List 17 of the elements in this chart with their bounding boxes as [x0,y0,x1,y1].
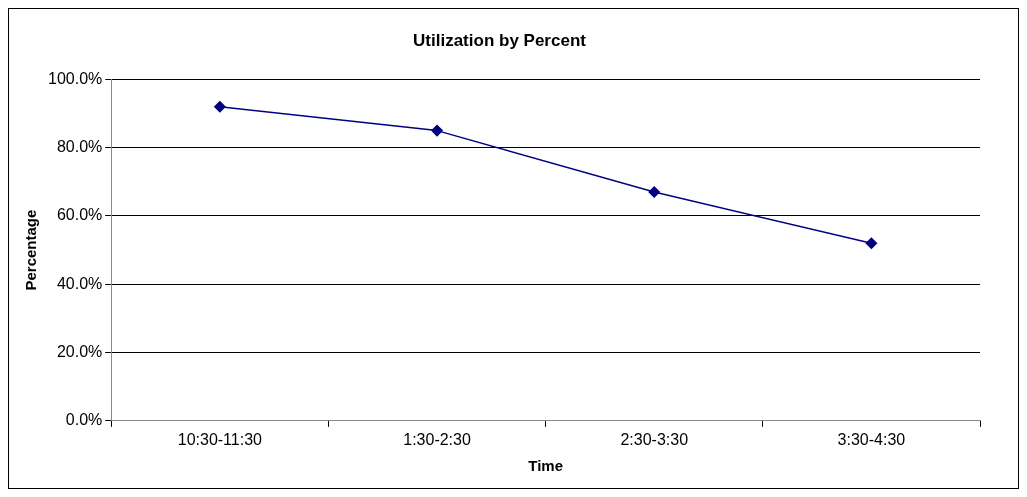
y-tick-label: 20.0% [56,342,103,360]
x-axis-title: Time [528,457,564,475]
y-tick-label: 80.0% [56,138,103,156]
y-axis-title: Percentage [22,209,40,291]
point [214,100,226,113]
point [648,186,660,198]
point [431,124,443,137]
x-tick-label: 10:30-11:30 [177,430,263,448]
x-tick-label: 2:30-3:30 [620,430,689,448]
point [865,237,878,250]
chart-title: Utilization by Percent [413,30,587,50]
y-tick-label: 100.0% [48,69,103,87]
y-tick-label: 40.0% [56,274,103,292]
y-tick-label: 60.0% [56,206,103,224]
x-tick-label: 1:30-2:30 [403,430,471,448]
x-tick-label: 3:30-4:30 [837,430,906,448]
y-tick-label: 0.0% [65,411,103,429]
